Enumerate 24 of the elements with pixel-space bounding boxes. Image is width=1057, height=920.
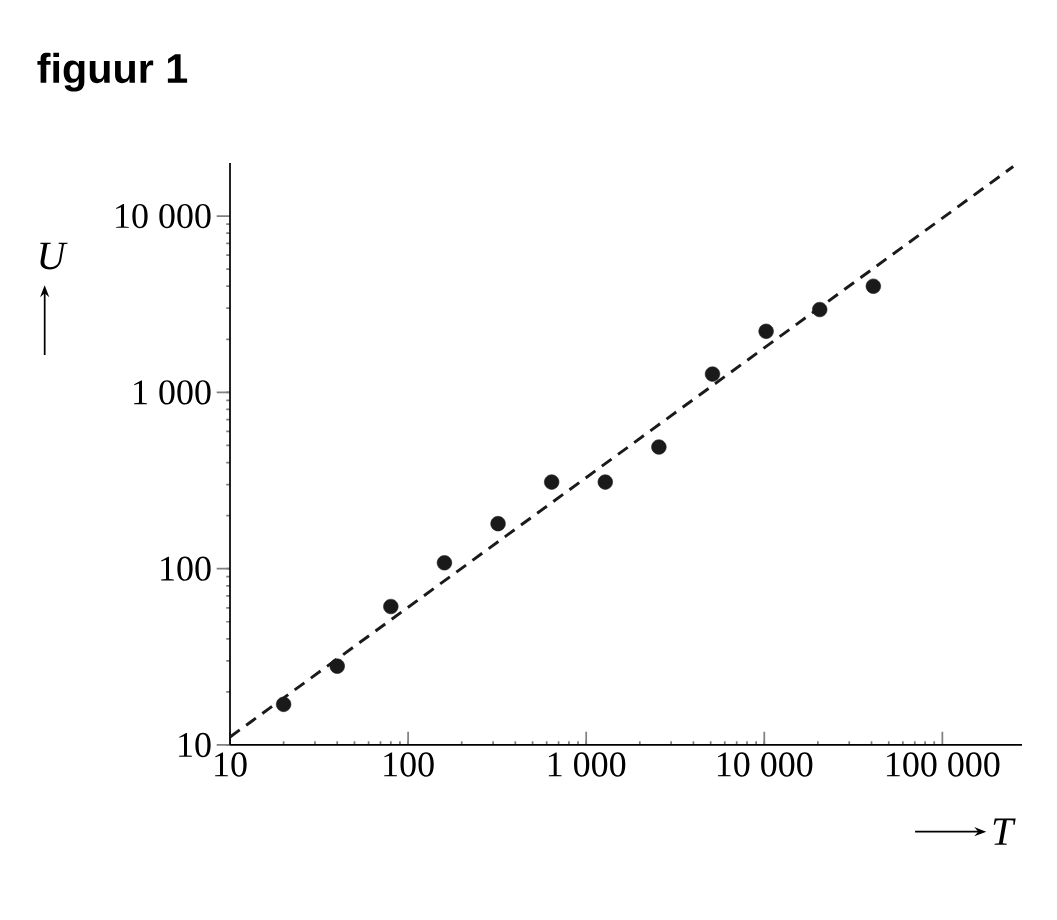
point (812, 301, 828, 318)
y-tick-label: 100 (161, 556, 211, 581)
point (383, 598, 399, 615)
chart-title: figuur 1 (37, 52, 188, 92)
point (329, 658, 345, 674)
point (865, 278, 881, 294)
point (276, 696, 292, 712)
point (597, 474, 613, 490)
x-tick-label: 10 000 (717, 752, 813, 777)
point (436, 555, 453, 571)
point (490, 516, 506, 532)
point (758, 323, 774, 339)
point (704, 366, 721, 382)
y-axis-title: U (40, 242, 68, 270)
x-tick-label: 1 000 (548, 752, 626, 777)
y-tick-label: 1 000 (134, 380, 211, 405)
x-tick-label: 100 000 (887, 752, 1000, 777)
x-axis-title: T (993, 818, 1016, 845)
y-tick-label: 10 000 (116, 203, 211, 229)
point (651, 439, 667, 455)
point (544, 474, 560, 490)
y-tick-label: 10 (179, 732, 211, 758)
x-tick-label: 100 (384, 752, 434, 777)
x-tick-label: 10 (215, 752, 247, 777)
